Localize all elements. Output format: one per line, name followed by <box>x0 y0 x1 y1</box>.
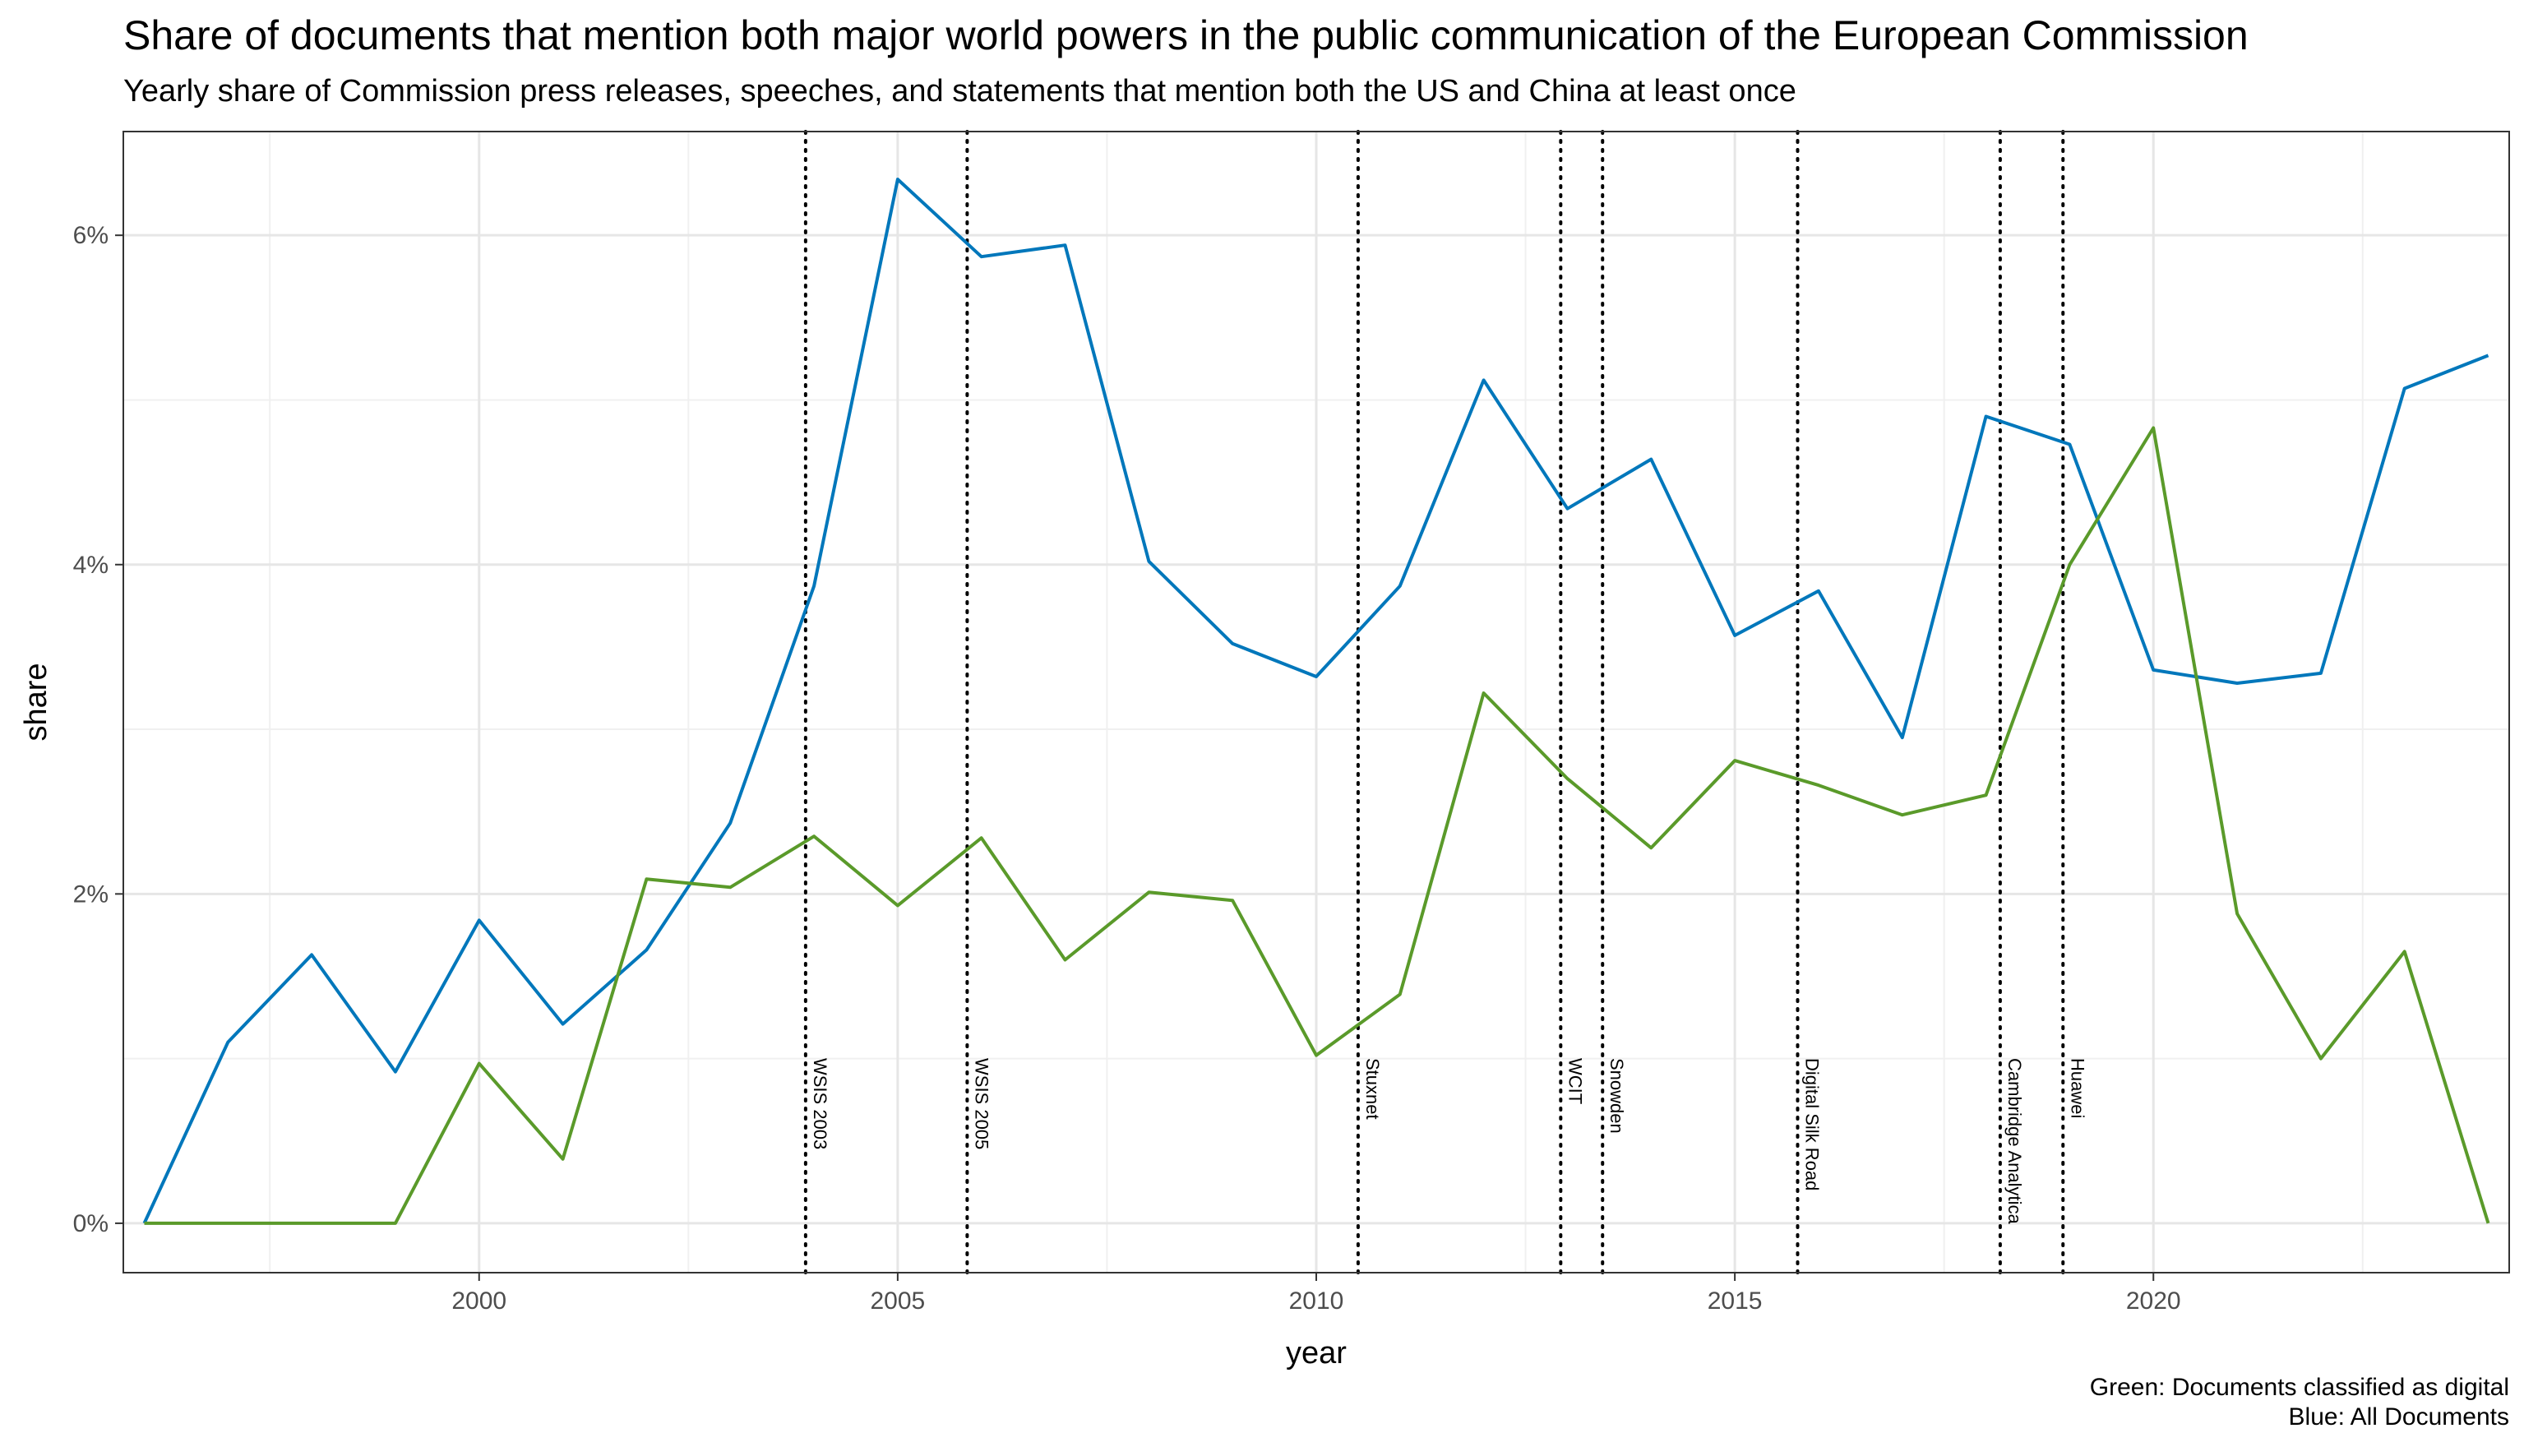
event-label: Snowden <box>1606 1058 1627 1134</box>
event-label: WCIT <box>1565 1058 1585 1104</box>
event-label: Cambridge Analytica <box>2004 1058 2025 1225</box>
x-tick-label: 2000 <box>451 1287 506 1315</box>
caption-line-green: Green: Documents classified as digital <box>2089 1374 2509 1401</box>
chart-title: Share of documents that mention both maj… <box>123 12 2249 58</box>
series-lines <box>142 178 2490 1225</box>
event-label: Huawei <box>2067 1058 2087 1118</box>
event-label: WSIS 2005 <box>971 1058 992 1149</box>
x-tick-label: 2020 <box>2126 1287 2181 1315</box>
y-axis-ticks: 0% 2% 4% 6% <box>73 222 123 1237</box>
event-label: WSIS 2003 <box>810 1058 830 1149</box>
event-markers: WSIS 2003 WSIS 2005 Stuxnet WCIT Snowden Digi… <box>803 130 2087 1274</box>
caption-line-blue: Blue: All Documents <box>2288 1403 2509 1431</box>
x-tick-label: 2005 <box>871 1287 926 1315</box>
x-tick-label: 2015 <box>1708 1287 1763 1315</box>
x-axis-title: year <box>1286 1336 1347 1370</box>
y-axis-title: share <box>19 663 53 741</box>
y-tick-label: 0% <box>73 1210 109 1237</box>
event-label: Stuxnet <box>1362 1058 1383 1120</box>
x-tick-label: 2010 <box>1289 1287 1344 1315</box>
chart-caption: Green: Documents classified as digital B… <box>2090 1373 2509 1432</box>
y-tick-label: 4% <box>73 552 109 579</box>
x-axis-ticks: 2000 2005 2010 2015 2020 <box>451 1273 2181 1315</box>
major-gridlines <box>123 132 2509 1273</box>
event-label: Digital Silk Road <box>1801 1058 1822 1190</box>
y-tick-label: 6% <box>73 222 109 249</box>
y-tick-label: 2% <box>73 881 109 908</box>
chart-subtitle: Yearly share of Commission press release… <box>123 74 1796 109</box>
series-line-1 <box>144 426 2490 1225</box>
